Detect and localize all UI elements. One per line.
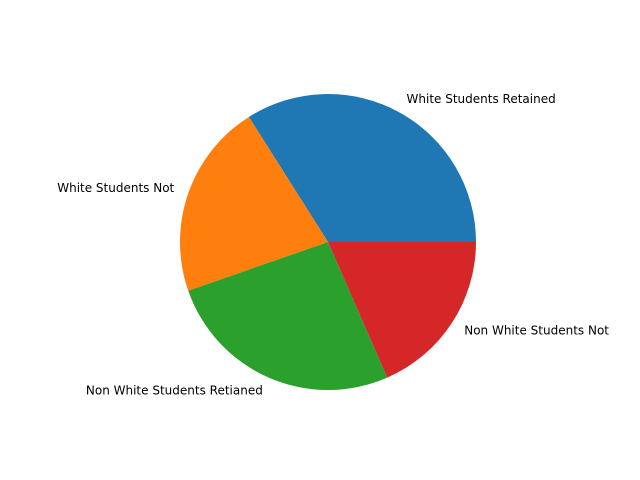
pie-slice-1 (248, 93, 477, 242)
pie-slice-2 (179, 116, 328, 291)
pie-labels: White Students Retained White Students No… (57, 92, 609, 398)
pie-slice-4 (328, 242, 476, 378)
pie-slice-label-3: Non White Students Retianed (86, 384, 263, 398)
pie-slice-label-2: White Students Not (57, 181, 174, 195)
pie-slice-label-1: White Students Retained (407, 92, 556, 106)
pie-slice-label-4: Non White Students Not (464, 324, 609, 338)
pie-slice-3 (188, 242, 388, 390)
pie-slices (179, 93, 477, 390)
